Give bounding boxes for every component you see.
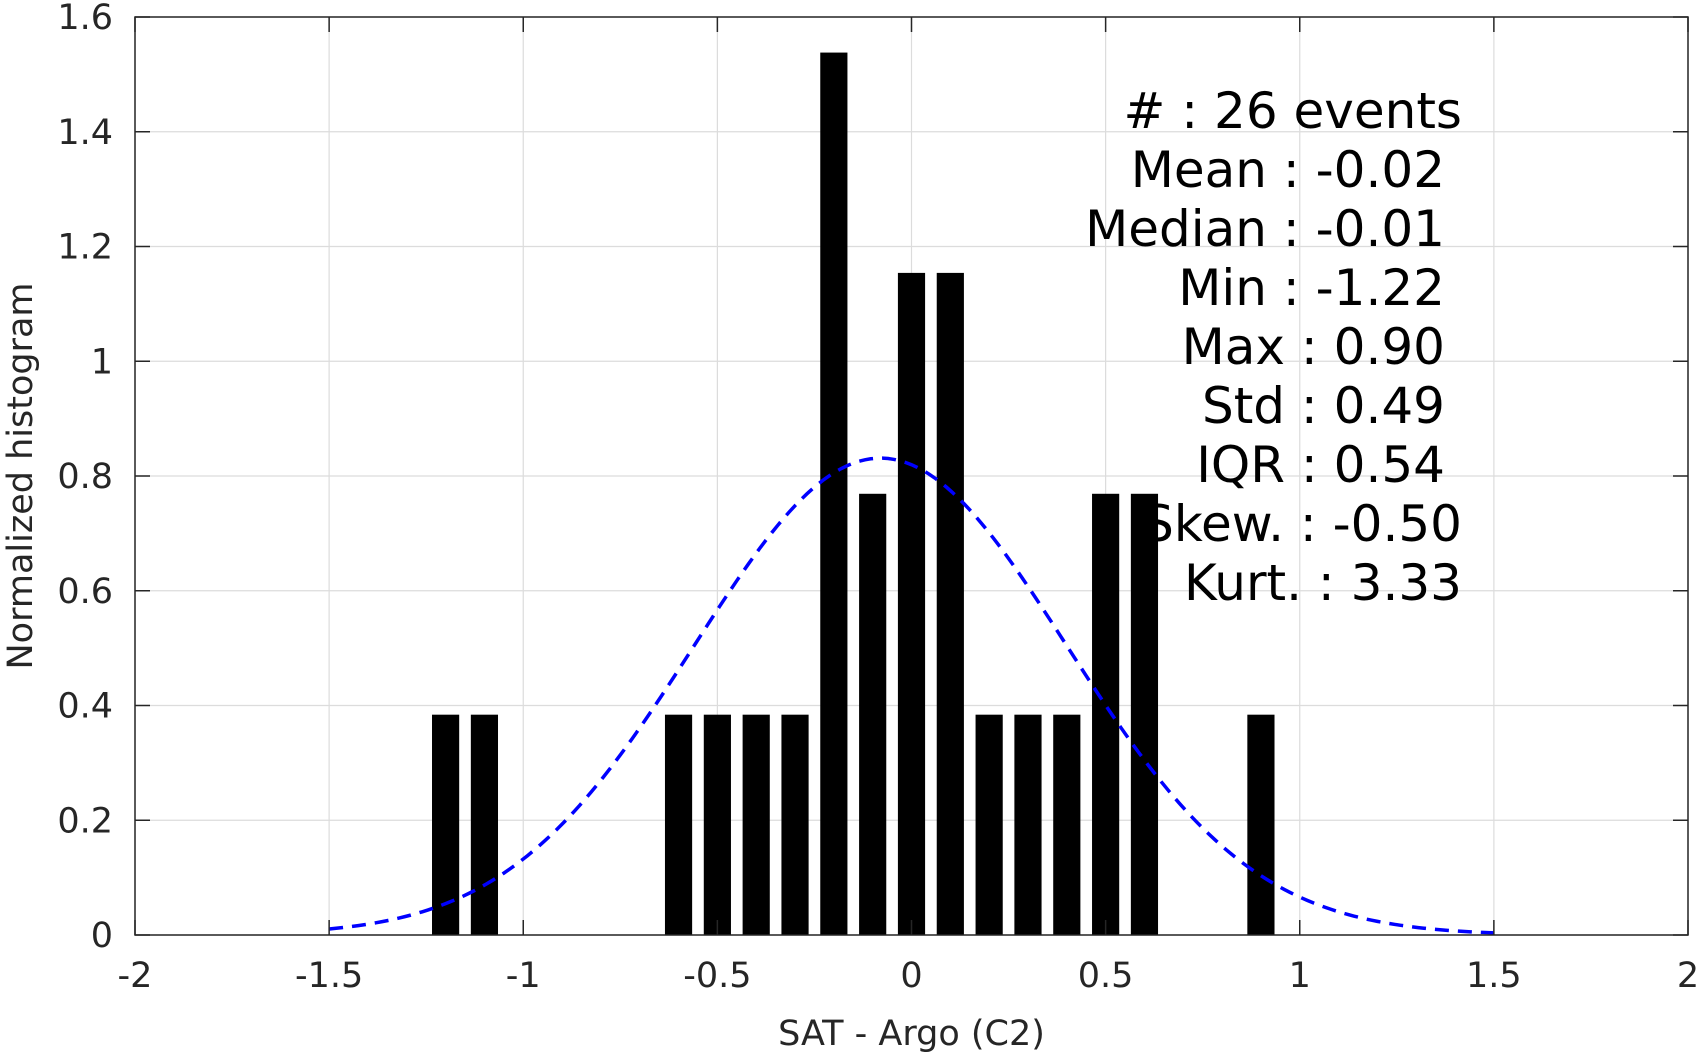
- y-tick-label: 0.4: [57, 687, 113, 727]
- y-tick-label: 1.2: [57, 228, 113, 268]
- x-axis-label: SAT - Argo (C2): [778, 1014, 1045, 1054]
- stat-line: # : 26 events: [1123, 82, 1462, 140]
- stat-line: Kurt. : 3.33: [1184, 554, 1462, 612]
- x-tick-label: -1.5: [295, 956, 363, 996]
- y-tick-label: 1.6: [57, 0, 113, 38]
- x-tick-label: 1.5: [1466, 956, 1522, 996]
- y-tick-labels: 0 0.2 0.4 0.6 0.8 1 1.2 1.4 1.6: [57, 0, 113, 956]
- x-tick-labels: -2 -1.5 -1 -0.5 0 0.5 1 1.5 2: [118, 956, 1700, 996]
- histogram-bar: [432, 714, 460, 935]
- stat-line: Mean : -0.02: [1131, 141, 1445, 199]
- histogram-bar: [859, 493, 887, 935]
- histogram-bar: [1247, 714, 1275, 935]
- histogram-bar: [664, 714, 693, 935]
- y-tick-label: 0.6: [57, 572, 113, 612]
- x-tick-label: 2: [1677, 956, 1699, 996]
- histogram-bar: [897, 272, 926, 936]
- axis-ticks: [134, 16, 1689, 936]
- stat-line: Skew. : -0.50: [1142, 495, 1462, 553]
- histogram-bar: [1053, 714, 1081, 935]
- histogram-bar: [1014, 714, 1042, 935]
- stat-line: Median : -0.01: [1085, 200, 1445, 258]
- x-tick-label: -1: [506, 956, 541, 996]
- stat-line: Max : 0.90: [1182, 318, 1445, 376]
- x-tick-label: -0.5: [683, 956, 751, 996]
- y-tick-label: 0: [91, 916, 113, 956]
- x-tick-label: 0: [900, 956, 922, 996]
- histogram-bar: [936, 272, 964, 936]
- histogram-bar: [1092, 493, 1120, 935]
- histogram-bar: [781, 714, 809, 935]
- histogram-bar: [742, 714, 770, 935]
- histogram-bar: [975, 714, 1003, 935]
- y-tick-label: 0.2: [57, 801, 113, 841]
- stat-line: Std : 0.49: [1202, 377, 1445, 435]
- histogram-bar: [1130, 493, 1159, 935]
- y-axis-label: Normalized histogram: [1, 282, 41, 669]
- y-tick-label: 1.4: [57, 113, 113, 153]
- x-tick-label: 0.5: [1078, 956, 1134, 996]
- bars: [432, 52, 1275, 936]
- x-tick-label: 1: [1289, 956, 1311, 996]
- stat-line: IQR : 0.54: [1196, 436, 1445, 494]
- histogram-bar: [820, 52, 848, 935]
- y-tick-label: 1: [91, 342, 113, 382]
- histogram-bar: [470, 714, 499, 935]
- histogram-bar: [703, 714, 731, 935]
- x-tick-label: -2: [118, 956, 153, 996]
- y-tick-label: 0.8: [57, 457, 113, 497]
- stat-line: Min : -1.22: [1178, 259, 1445, 317]
- normal-fit-curve: [328, 456, 1494, 935]
